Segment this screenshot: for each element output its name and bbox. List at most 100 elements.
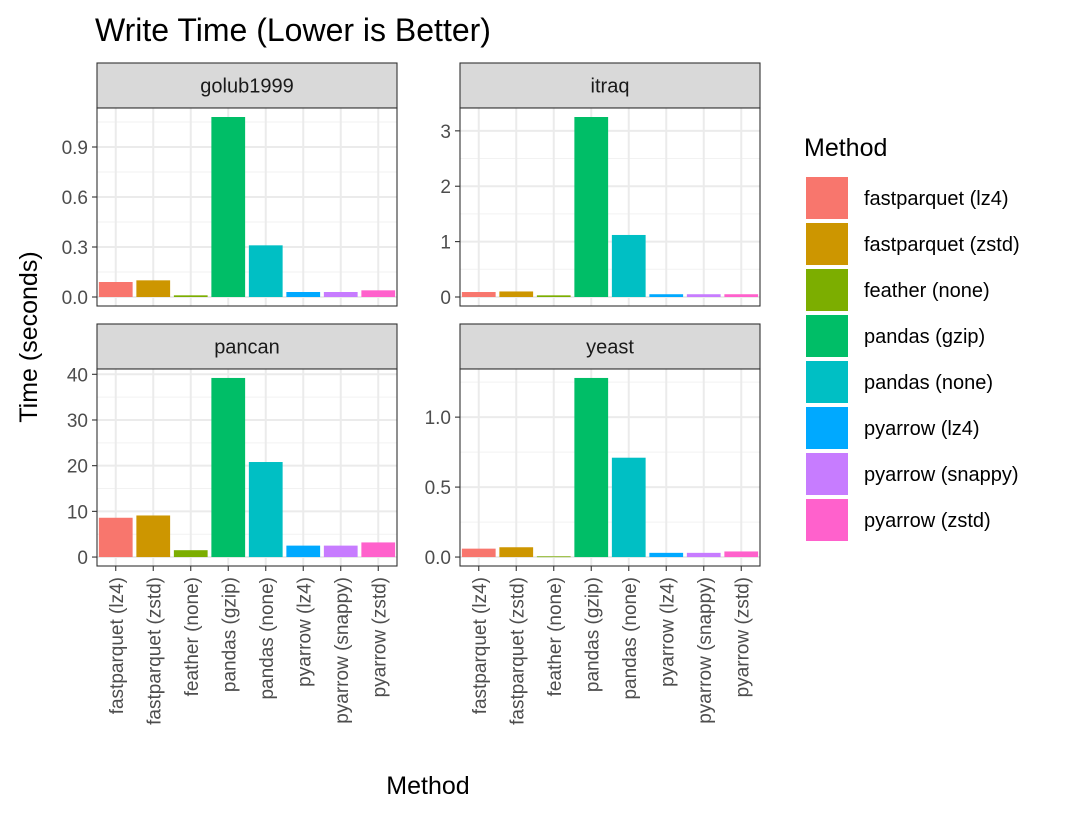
bar-pancan-pandas-none	[248, 462, 283, 558]
y-tick-label: 0.0	[62, 288, 88, 309]
legend-label-fastparquet-lz4: fastparquet (lz4)	[864, 188, 1009, 210]
panel-background	[460, 108, 760, 306]
panel-border	[96, 107, 398, 307]
bar-yeast-pyarrow-snappy	[686, 552, 721, 558]
bar-itraq-pandas-gzip	[574, 117, 609, 297]
facet-strip	[459, 323, 761, 370]
panel-border	[459, 368, 761, 567]
x-tick-label: fastparquet (zstd)	[144, 577, 165, 725]
facet-strip-label: pancan	[214, 337, 280, 359]
panel-background	[460, 369, 760, 566]
bar-pancan-feather-none	[173, 550, 208, 558]
y-tick-label: 2	[440, 177, 451, 198]
x-tick-label: pyarrow (lz4)	[657, 577, 678, 687]
panel-pancan: pancan 0 10 20 30 40 fastparquet (lz4) fastparq…	[67, 323, 398, 725]
legend-key-pandas-gzip	[806, 315, 848, 357]
panel-itraq: itraq 0 1 2 3	[440, 62, 761, 309]
y-tick-label: 1.0	[425, 408, 451, 429]
legend-title: Method	[804, 134, 887, 162]
facet-strip	[96, 323, 398, 370]
bar-pancan-pyarrow-lz4	[286, 545, 321, 558]
bar-yeast-fastparquet-lz4	[461, 548, 496, 558]
y-tick-label: 0.6	[62, 188, 88, 209]
bar-yeast-fastparquet-zstd	[499, 547, 534, 558]
bar-itraq-feather-none	[536, 295, 571, 297]
bar-yeast-pandas-none	[611, 457, 646, 558]
bar-golub1999-pandas-gzip	[211, 117, 246, 297]
bar-yeast-pyarrow-zstd	[724, 551, 759, 558]
legend-key-fastparquet-lz4	[806, 177, 848, 219]
bar-pancan-fastparquet-zstd	[136, 515, 171, 558]
panel-golub1999: golub1999 0.0 0.3 0.6 0.9	[62, 62, 398, 309]
bar-yeast-pyarrow-lz4	[649, 552, 684, 558]
facet-strip-label: itraq	[591, 76, 630, 98]
bar-pancan-pandas-gzip	[211, 377, 246, 558]
x-tick-label: pyarrow (snappy)	[695, 577, 716, 724]
bar-yeast-pandas-gzip	[574, 377, 609, 558]
bar-pancan-pyarrow-zstd	[361, 542, 396, 558]
facet-strip	[96, 62, 398, 109]
legend-label-pyarrow-snappy: pyarrow (snappy)	[864, 464, 1019, 486]
bar-itraq-pandas-none	[611, 234, 646, 297]
bar-golub1999-feather-none	[173, 295, 208, 297]
x-tick-label: pyarrow (snappy)	[332, 577, 353, 724]
legend-key-feather-none	[806, 269, 848, 311]
x-tick-label: pandas (gzip)	[219, 577, 240, 692]
x-tick-label: pandas (gzip)	[582, 577, 603, 692]
x-axis-title: Method	[386, 772, 469, 800]
legend-label-feather-none: feather (none)	[864, 280, 990, 302]
legend-key-pandas-none	[806, 361, 848, 403]
y-tick-label: 0.9	[62, 138, 88, 159]
y-tick-label: 0.3	[62, 238, 88, 259]
bar-yeast-feather-none	[536, 556, 571, 558]
y-tick-label: 10	[67, 502, 88, 523]
bar-golub1999-pyarrow-zstd	[361, 290, 396, 297]
y-tick-label: 1	[440, 233, 451, 254]
y-tick-label: 20	[67, 457, 88, 478]
x-tick-label: pandas (none)	[620, 577, 641, 700]
facet-strip	[459, 62, 761, 109]
panel-yeast: yeast 0.0 0.5 1.0 fastparquet (lz4) fastparqu…	[425, 323, 761, 725]
legend-label-pandas-gzip: pandas (gzip)	[864, 326, 985, 348]
y-axis-title: Time (seconds)	[15, 251, 43, 422]
y-tick-label: 0	[440, 288, 451, 309]
y-tick-label: 0.5	[425, 478, 451, 499]
bar-golub1999-fastparquet-lz4	[98, 282, 133, 297]
facet-strip-label: yeast	[586, 337, 634, 359]
bar-pancan-pyarrow-snappy	[323, 545, 358, 558]
panel-border	[459, 107, 761, 307]
legend-key-pyarrow-snappy	[806, 453, 848, 495]
facet-panels: golub1999 0.0 0.3 0.6 0.9 itraq 0 1 2 3 pancan 0 10 2…	[62, 62, 761, 725]
x-tick-label: pyarrow (lz4)	[294, 577, 315, 687]
bar-golub1999-pyarrow-snappy	[323, 292, 358, 297]
bar-golub1999-pandas-none	[248, 245, 283, 297]
x-tick-label: fastparquet (zstd)	[507, 577, 528, 725]
x-tick-label: pyarrow (zstd)	[732, 577, 753, 697]
legend-label-pandas-none: pandas (none)	[864, 372, 993, 394]
y-tick-label: 0	[77, 548, 88, 569]
bar-itraq-pyarrow-snappy	[686, 294, 721, 297]
bar-itraq-fastparquet-lz4	[461, 292, 496, 297]
bar-pancan-fastparquet-lz4	[98, 517, 133, 558]
x-tick-label: pyarrow (zstd)	[369, 577, 390, 697]
legend-key-pyarrow-zstd	[806, 499, 848, 541]
chart-title: Write Time (Lower is Better)	[95, 12, 491, 48]
panel-border	[96, 368, 398, 567]
bar-itraq-fastparquet-zstd	[499, 291, 534, 297]
x-tick-label: pandas (none)	[257, 577, 278, 700]
legend: Method fastparquet (lz4) fastparquet (zst…	[804, 134, 1020, 541]
facet-strip-label: golub1999	[200, 76, 293, 98]
bar-itraq-pyarrow-zstd	[724, 294, 759, 297]
bar-golub1999-fastparquet-zstd	[136, 280, 171, 297]
x-tick-label: fastparquet (lz4)	[107, 577, 128, 714]
legend-label-fastparquet-zstd: fastparquet (zstd)	[864, 234, 1020, 256]
y-tick-label: 40	[67, 365, 88, 386]
legend-key-pyarrow-lz4	[806, 407, 848, 449]
bar-itraq-pyarrow-lz4	[649, 294, 684, 297]
y-tick-label: 0.0	[425, 548, 451, 569]
x-tick-label: fastparquet (lz4)	[470, 577, 491, 714]
x-tick-label: feather (none)	[182, 577, 203, 696]
x-tick-label: feather (none)	[545, 577, 566, 696]
y-tick-label: 3	[440, 122, 451, 143]
